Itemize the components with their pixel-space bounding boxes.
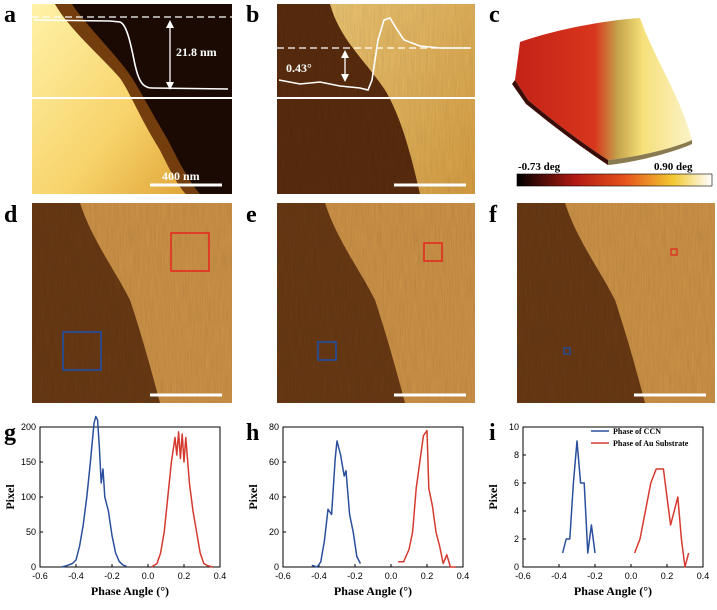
x-tick-label: -0.6	[275, 571, 291, 581]
series-line-ccn-i	[561, 440, 596, 554]
series-line-au-i	[633, 468, 690, 568]
y-tick-label: 10	[509, 422, 519, 432]
x-tick-label: -0.6	[515, 571, 531, 581]
y-tick-label: 0	[31, 562, 36, 572]
arrow-heads-b	[341, 50, 349, 82]
panel-label-c: c	[489, 2, 500, 28]
y-axis-label: Pixel	[246, 484, 260, 510]
x-tick-label: 0.4	[457, 571, 470, 581]
colorbar-max-label: 0.90 deg	[654, 161, 693, 173]
y-tick-label: 8	[514, 450, 519, 460]
x-tick-label: 0.0	[142, 571, 155, 581]
colorbar-c	[516, 173, 713, 187]
x-axis-label: Phase Angle (°)	[91, 584, 169, 598]
x-axis-label: Phase Angle (°)	[334, 584, 412, 598]
series-line-au-g	[151, 431, 213, 568]
series-line-ccn-h	[311, 440, 362, 568]
panel-label-d: d	[4, 202, 18, 228]
panel-e: e	[246, 202, 475, 403]
y-tick-label: 150	[21, 457, 36, 467]
y-axis-label: Pixel	[486, 484, 500, 510]
colorbar-min-label: -0.73 deg	[518, 161, 561, 173]
x-tick-label: 0.4	[697, 571, 710, 581]
scale-bar-label-a: 400 nm	[162, 169, 200, 183]
panel-label-g: g	[4, 420, 16, 446]
panel-b: b 0.43°	[246, 2, 475, 194]
plot-frame-g	[39, 426, 221, 568]
height-profile-a	[33, 19, 229, 90]
3d-surface-c	[515, 18, 692, 160]
roi-ccn-e	[317, 341, 337, 361]
noise-e	[277, 203, 475, 403]
noise-f	[517, 203, 715, 403]
y-axis-label: Pixel	[3, 484, 17, 510]
y-tick-label: 60	[269, 457, 279, 467]
legend-label-ccn: Phase of CCN	[613, 427, 661, 436]
plot-frame-i	[522, 426, 704, 568]
x-tick-label: -0.2	[104, 571, 120, 581]
y-tick-label: 100	[21, 492, 36, 502]
roi-au-e	[423, 242, 443, 262]
surface-edge-c2	[608, 140, 692, 165]
plot-frame-h	[282, 426, 464, 568]
x-tick-label: -0.2	[587, 571, 603, 581]
roi-ccn-f	[563, 347, 571, 355]
y-tick-label: 200	[21, 422, 36, 432]
roi-ccn-d	[62, 331, 102, 371]
x-axis-label: Phase Angle (°)	[574, 584, 652, 598]
x-tick-label: 0.2	[421, 571, 434, 581]
height-label-a: 21.8 nm	[176, 45, 217, 59]
x-tick-label: 0.0	[385, 571, 398, 581]
panel-label-f: f	[489, 202, 498, 228]
x-tick-label: 0.2	[178, 571, 191, 581]
panel-label-a: a	[4, 2, 16, 28]
panel-label-b: b	[246, 2, 259, 28]
y-tick-label: 50	[26, 527, 36, 537]
chart-g: -0.6 -0.4 -0.2 0.0 0.2 0.4 0 50 100 150 200 Phase A…	[3, 415, 227, 598]
chart-h: -0.6 -0.4 -0.2 0.0 0.2 0.4 0 20 40 60 80 Phase Angl…	[246, 422, 469, 598]
legend-i: Phase of CCN Phase of Au Substrate	[591, 427, 689, 448]
step-edge-a	[55, 4, 200, 194]
y-tick-label: 80	[269, 422, 279, 432]
y-tick-label: 0	[274, 562, 279, 572]
y-tick-label: 40	[269, 492, 279, 502]
y-tick-label: 6	[514, 478, 519, 488]
roi-au-d	[170, 232, 210, 272]
phase-profile-b	[278, 17, 470, 91]
y-tick-label: 20	[269, 527, 279, 537]
panel-d: d	[4, 202, 232, 403]
arrow-heads-a	[166, 20, 174, 90]
panel-label-i: i	[489, 420, 496, 446]
series-line-au-h	[398, 429, 456, 568]
x-tick-label: -0.4	[68, 571, 84, 581]
panel-f: f	[489, 202, 715, 403]
x-tick-label: -0.4	[311, 571, 327, 581]
y-tick-label: 4	[514, 506, 519, 516]
angle-label-b: 0.43°	[286, 61, 312, 75]
chart-i: -0.6 -0.4 -0.2 0.0 0.2 0.4 0 2 4 6 8 10 Phase Angle …	[486, 422, 709, 598]
x-tick-label: -0.4	[551, 571, 567, 581]
roi-au-f	[670, 248, 678, 256]
panel-c: c -0.73 deg 0.90 deg	[489, 2, 713, 187]
x-tick-label: 0.2	[661, 571, 674, 581]
panel-label-h: h	[246, 420, 259, 446]
legend-label-au: Phase of Au Substrate	[613, 439, 689, 448]
series-line-ccn-g	[61, 415, 127, 568]
y-tick-label: 0	[514, 562, 519, 572]
surface-edge-c	[512, 80, 608, 165]
panel-label-e: e	[246, 202, 257, 228]
y-tick-label: 2	[514, 534, 519, 544]
x-tick-label: -0.6	[32, 571, 48, 581]
x-tick-label: 0.4	[214, 571, 227, 581]
panel-a: a 21.8 nm 400 nm	[4, 2, 232, 194]
x-tick-label: 0.0	[625, 571, 638, 581]
x-tick-label: -0.2	[347, 571, 363, 581]
